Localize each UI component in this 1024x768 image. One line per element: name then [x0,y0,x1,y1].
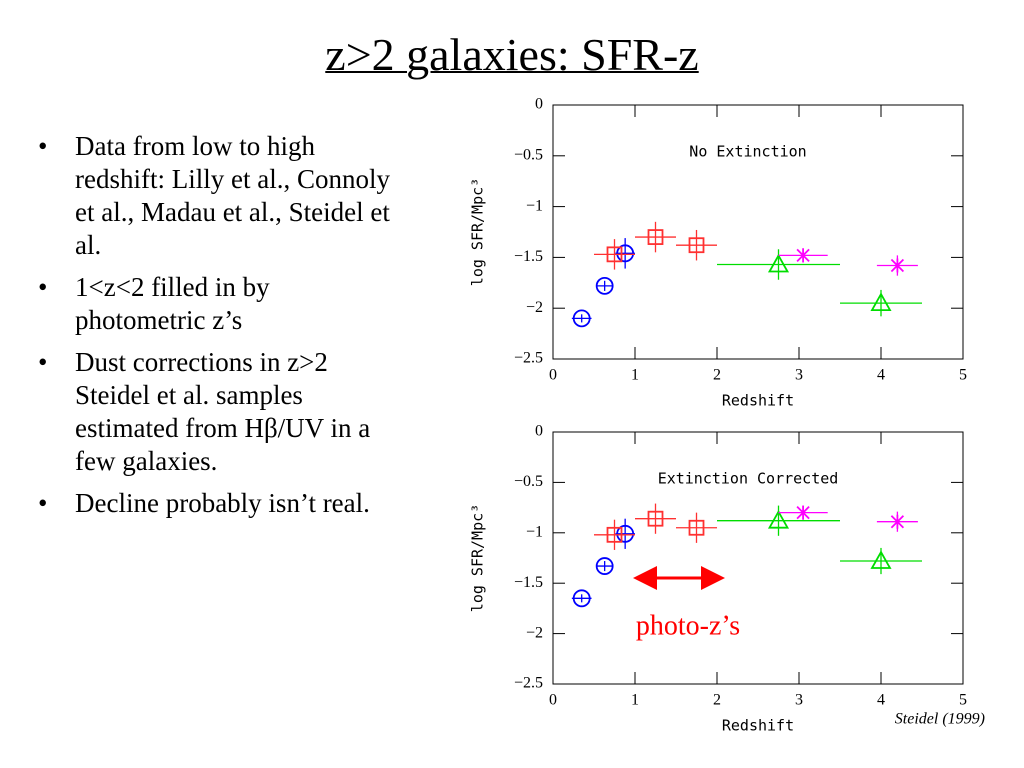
marker [688,519,705,536]
marker [890,514,905,529]
x-tick-label: 5 [959,367,967,384]
plot-annotation: No Extinction [689,143,806,161]
x-tick-label: 3 [795,692,803,709]
x-axis-label: Redshift [722,392,794,410]
x-tick-label: 2 [713,692,721,709]
plot-frame [552,431,964,685]
x-tick-label: 4 [877,367,885,384]
x-axis-label: Redshift [722,717,794,735]
marker [767,253,790,273]
y-tick-label: 0 [535,423,543,440]
y-tick-label: −1 [526,197,543,214]
marker [595,557,614,575]
y-tick-label: 0 [535,96,543,113]
marker [870,550,892,569]
bullet: 1<z<2 filled in by photometric z’s [38,271,398,337]
bullet: Data from low to high redshift: Lilly et… [38,130,398,262]
annotation: photo-z’s [636,610,740,641]
marker [767,509,790,529]
marker [595,276,614,295]
y-tick-label: −2.5 [514,350,543,367]
marker [606,526,623,543]
bullet: Decline probably isn’t real. [38,487,398,520]
x-tick-label: 1 [631,367,639,384]
x-tick-label: 0 [549,692,557,709]
plot-frame [552,104,964,360]
marker [870,292,892,312]
y-tick-label: −0.5 [514,473,543,490]
credit: Steidel (1999) [895,711,985,728]
y-tick-label: −1.5 [514,248,543,265]
plot-annotation: Extinction Corrected [658,470,839,488]
x-tick-label: 4 [877,692,885,709]
y-tick-label: −0.5 [514,146,543,163]
marker [890,258,905,273]
slide-title: z>2 galaxies: SFR-z [325,29,699,80]
x-tick-label: 5 [959,692,967,709]
x-tick-label: 0 [549,367,557,384]
marker [688,237,705,254]
marker [616,244,635,263]
y-tick-label: −1.5 [514,574,543,591]
y-tick-label: −2 [526,624,543,641]
x-tick-label: 2 [713,367,721,384]
x-tick-label: 1 [631,692,639,709]
y-axis-label: log SFR/Mpc³ [469,178,487,286]
y-tick-label: −2 [526,299,543,316]
marker [606,246,623,263]
marker [647,510,664,527]
marker [616,524,635,543]
marker [796,248,810,263]
x-tick-label: 3 [795,367,803,384]
marker [572,309,591,328]
bullet: Dust corrections in z>2 Steidel et al. s… [38,346,398,478]
marker [796,505,810,520]
marker [647,229,664,245]
y-tick-label: −1 [526,523,543,540]
marker [572,589,591,608]
y-tick-label: −2.5 [514,675,543,692]
y-axis-label: log SFR/Mpc³ [469,504,487,612]
bullet-list: Data from low to high redshift: Lilly et… [38,130,398,529]
